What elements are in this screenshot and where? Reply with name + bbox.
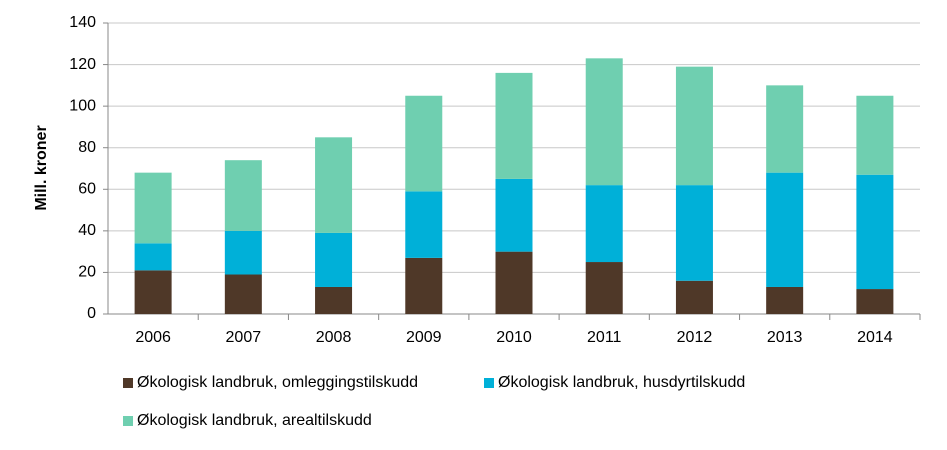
bar-segment xyxy=(675,66,713,186)
bar-segment xyxy=(585,185,623,263)
y-tick-label: 60 xyxy=(78,181,96,198)
x-tick-label: 2007 xyxy=(226,329,262,346)
bar-segment xyxy=(405,95,443,192)
bar-segment xyxy=(585,262,623,314)
legend-swatch xyxy=(123,378,133,388)
bar-segment xyxy=(856,289,894,314)
y-tick-label: 100 xyxy=(69,97,96,114)
bar-segment xyxy=(134,270,172,314)
y-tick-label: 80 xyxy=(78,139,96,156)
bar-segment xyxy=(495,72,533,179)
bar-segment xyxy=(315,137,353,233)
x-tick-label: 2013 xyxy=(767,329,803,346)
y-axis-label: Mill. kroner xyxy=(33,125,50,210)
legend-label: Økologisk landbruk, arealtilskudd xyxy=(137,412,372,429)
bar-segment xyxy=(224,274,262,314)
y-tick-label: 0 xyxy=(87,305,96,322)
y-tick-label: 40 xyxy=(78,222,96,239)
bar-segment xyxy=(856,95,894,175)
x-tick-label: 2011 xyxy=(587,329,622,346)
bar-segment xyxy=(495,178,533,252)
bar-segment xyxy=(766,172,804,287)
bar-segment xyxy=(766,286,804,314)
legend-label: Økologisk landbruk, husdyrtilskudd xyxy=(498,374,745,391)
y-tick-label: 140 xyxy=(69,14,96,31)
bar-segment xyxy=(224,230,262,275)
bar-segment xyxy=(585,58,623,186)
x-tick-label: 2012 xyxy=(677,329,713,346)
bar-segment xyxy=(856,174,894,290)
bar-segment xyxy=(315,232,353,287)
y-tick-label: 20 xyxy=(78,264,96,281)
bar-segment xyxy=(766,85,804,173)
legend-swatch xyxy=(123,416,133,426)
bar-segment xyxy=(134,172,172,244)
x-tick-label: 2014 xyxy=(857,329,893,346)
bar-segment xyxy=(675,185,713,281)
x-tick-label: 2006 xyxy=(135,329,171,346)
x-tick-label: 2008 xyxy=(316,329,352,346)
bar-segment xyxy=(405,191,443,258)
x-tick-label: 2010 xyxy=(496,329,532,346)
x-tick-label: 2009 xyxy=(406,329,442,346)
bar-segment xyxy=(405,257,443,314)
legend-label: Økologisk landbruk, omleggingstilskudd xyxy=(137,374,418,391)
bar-segment xyxy=(134,243,172,271)
bar-segment xyxy=(495,251,533,314)
bar-segment xyxy=(224,160,262,231)
legend-swatch xyxy=(484,378,494,388)
bar-segment xyxy=(315,286,353,314)
bar-segment xyxy=(675,280,713,314)
y-tick-label: 120 xyxy=(69,56,96,73)
